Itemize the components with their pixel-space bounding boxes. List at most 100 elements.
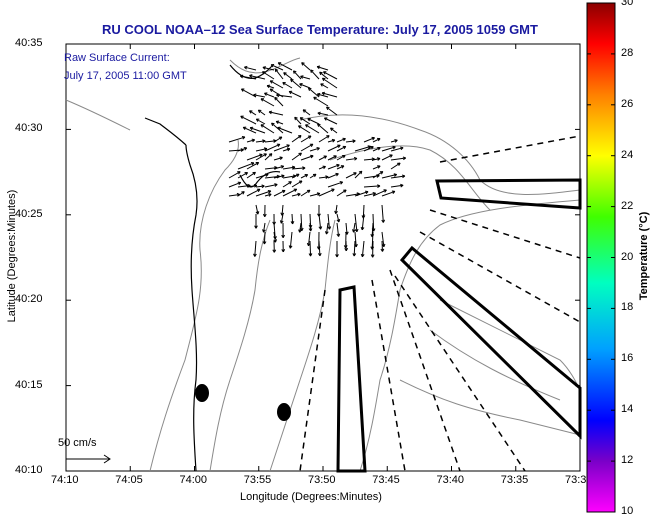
current-vector: [237, 162, 255, 170]
current-vector-head: [343, 245, 347, 249]
current-vector: [372, 171, 384, 179]
current-vector-head: [343, 138, 346, 142]
current-vector: [264, 184, 278, 188]
current-vector-head: [352, 229, 354, 233]
current-vector: [282, 82, 293, 89]
current-vector: [275, 120, 284, 125]
x-axis-title: Longitude (Degrees:Minutes): [240, 491, 382, 503]
current-vector-head: [256, 162, 260, 166]
current-vector: [264, 193, 272, 197]
current-vector-head: [384, 189, 387, 193]
current-vector-head: [400, 184, 404, 188]
current-vector-head: [343, 146, 347, 150]
current-vector: [319, 71, 329, 80]
current-vector: [327, 173, 339, 179]
colorbar-tick-label: 22: [621, 199, 634, 212]
current-vector: [244, 66, 257, 71]
current-vector-head: [381, 219, 384, 223]
current-vector-head: [400, 147, 404, 151]
current-vector-head: [306, 242, 309, 246]
current-vector: [318, 135, 330, 143]
current-vector-head: [308, 253, 311, 257]
current-vector: [336, 222, 340, 237]
current-vector-head: [381, 171, 384, 175]
current-vector: [354, 191, 369, 197]
current-vector: [291, 173, 300, 179]
current-vector: [299, 222, 302, 233]
current-vector: [273, 231, 276, 243]
current-vector: [381, 174, 397, 179]
current-vector: [372, 138, 381, 143]
current-vector: [318, 188, 335, 197]
current-vector: [345, 193, 360, 197]
current-vector-head: [281, 249, 284, 253]
current-vector: [300, 135, 312, 143]
current-vector-head: [299, 152, 302, 157]
current-vector-head: [392, 146, 396, 150]
current-vector-head: [257, 189, 261, 193]
current-vector-head: [394, 139, 398, 143]
current-vector-head: [360, 253, 363, 257]
current-vector-head: [262, 66, 266, 68]
current-vector: [302, 109, 311, 116]
current-vector: [390, 157, 406, 161]
current-vector: [253, 94, 266, 98]
current-vector: [273, 157, 283, 161]
current-vector-head: [332, 139, 336, 143]
current-vector: [324, 117, 338, 125]
current-vector: [291, 167, 306, 170]
current-vector-head: [317, 92, 321, 95]
current-vector-head: [336, 219, 340, 223]
current-vector-head: [242, 191, 245, 195]
current-vector-head: [352, 140, 356, 143]
current-vector: [325, 222, 329, 235]
lat-tick-label: 40:35: [15, 37, 43, 49]
current-vector: [264, 140, 277, 143]
current-vector-head: [365, 191, 369, 195]
current-vector: [363, 158, 375, 161]
lon-tick-label: 73:45: [372, 474, 400, 486]
current-vector-head: [344, 247, 347, 252]
current-vector-head: [287, 144, 290, 148]
current-vector-head: [294, 188, 298, 192]
current-vector: [240, 115, 257, 125]
current-vector: [309, 193, 321, 197]
current-vector-head: [321, 91, 326, 94]
current-vector-head: [392, 191, 396, 194]
current-vector-head: [378, 147, 381, 151]
dashed-beams: [299, 135, 581, 472]
current-vector: [271, 122, 284, 134]
current-vector-head: [244, 147, 248, 151]
current-vector: [277, 127, 293, 134]
current-vector-head: [380, 248, 383, 252]
current-vector-head: [318, 226, 322, 230]
current-vector: [264, 153, 273, 161]
colorbar-tick-label: 28: [621, 46, 634, 59]
current-vector: [309, 147, 320, 152]
bathymetry-contours: [65, 57, 581, 472]
lat-tick-label: 40:30: [15, 122, 43, 135]
current-vector-head: [360, 226, 363, 231]
current-vector-head: [264, 148, 268, 151]
current-vector: [327, 155, 337, 161]
colorbar-tick-label: 20: [621, 250, 634, 263]
current-vector: [293, 70, 302, 80]
current-vector-head: [334, 155, 337, 159]
current-vector-head: [254, 225, 257, 229]
current-vector-head: [271, 122, 275, 125]
current-vector: [255, 148, 268, 152]
current-vector-head: [305, 174, 309, 178]
current-vector: [309, 222, 312, 232]
current-vector: [372, 157, 381, 161]
current-vector: [277, 62, 293, 71]
current-vector-head: [290, 78, 294, 81]
current-vector: [354, 170, 363, 179]
lat-tick-label: 40:20: [15, 293, 43, 306]
current-vector-head: [296, 174, 300, 178]
current-vector: [246, 154, 263, 161]
current-vector: [317, 123, 329, 134]
current-vector-head: [334, 210, 337, 214]
current-vector: [335, 204, 338, 214]
current-vector-head: [317, 123, 321, 126]
current-vector: [309, 173, 317, 179]
